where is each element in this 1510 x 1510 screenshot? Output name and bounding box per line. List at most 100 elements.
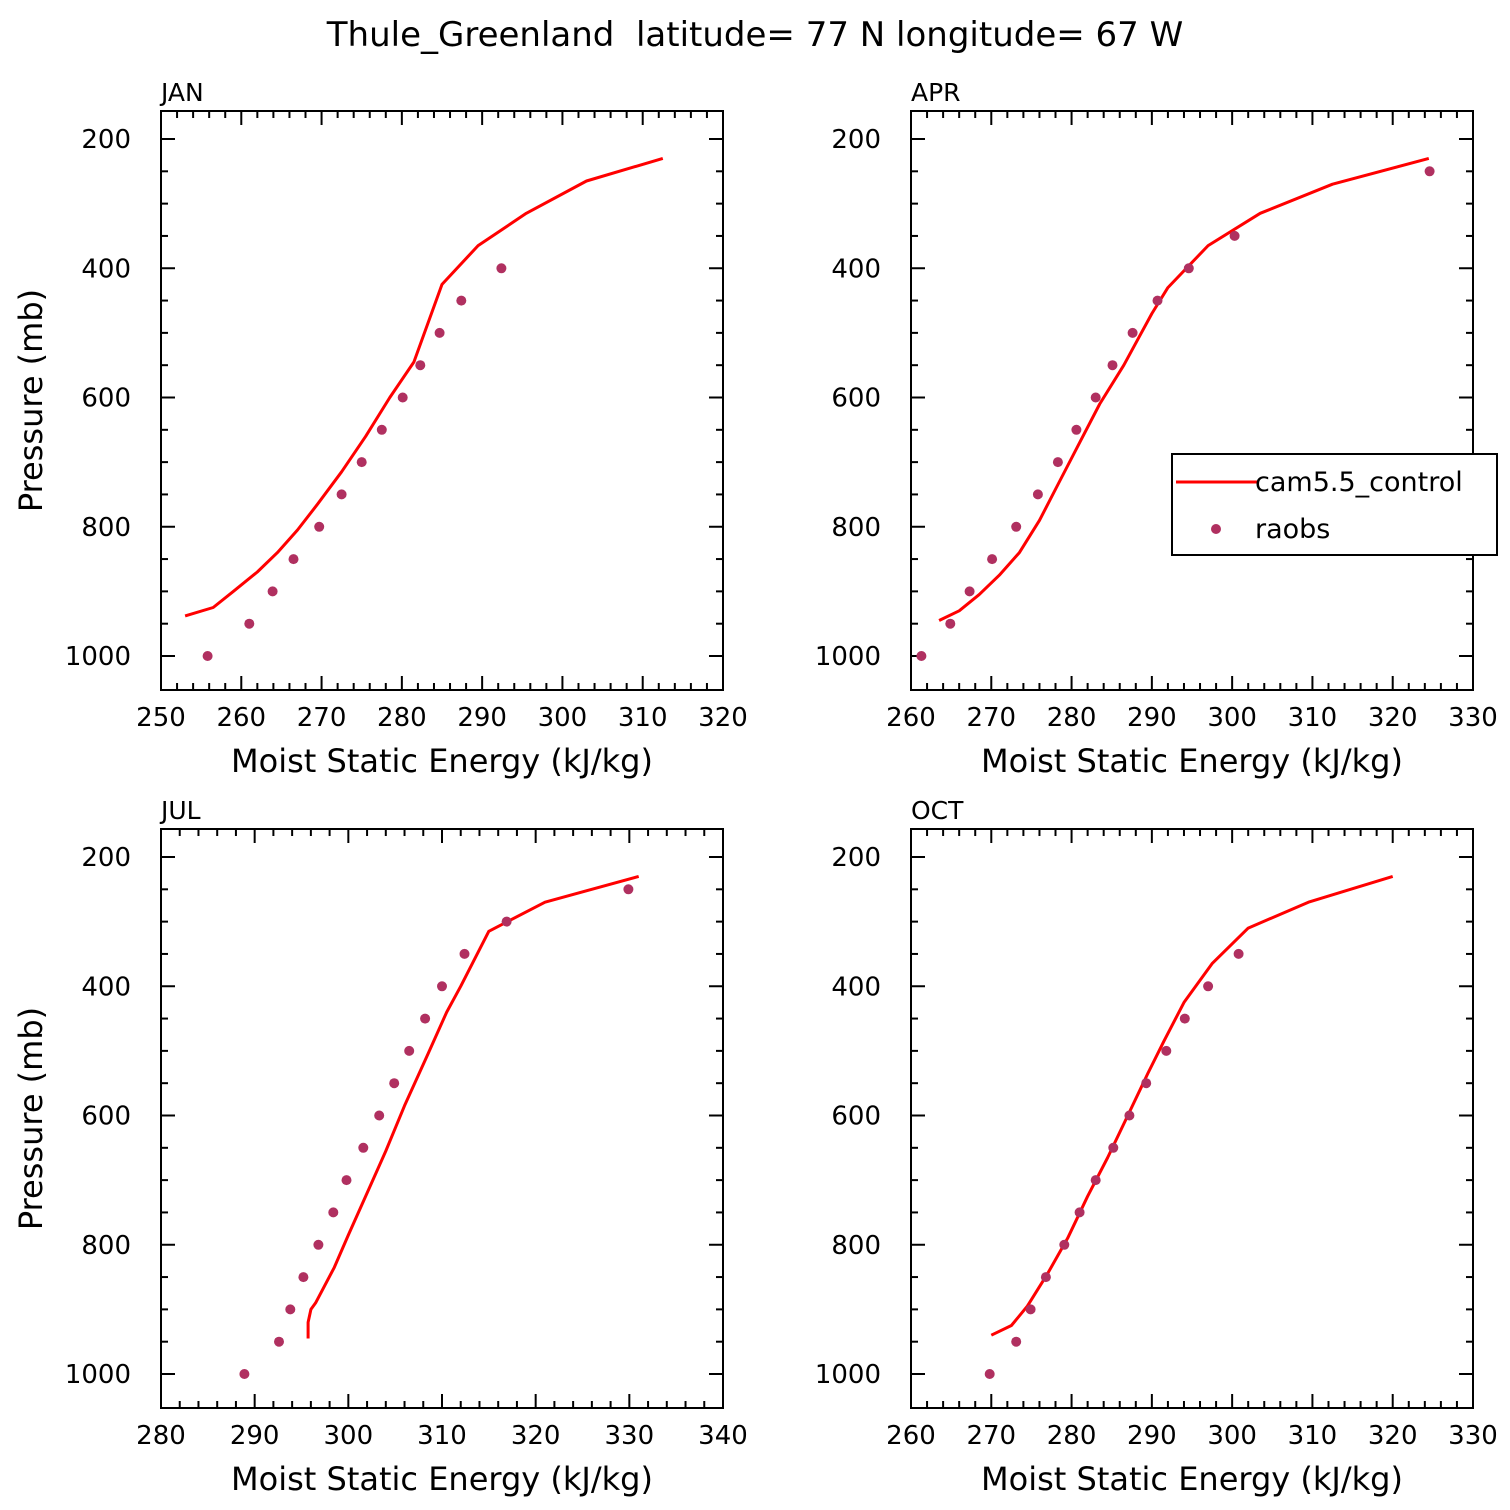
y-tick-label: 200 bbox=[81, 125, 131, 155]
raobs-point-apr bbox=[1424, 166, 1435, 177]
raobs-point-oct bbox=[1090, 1175, 1101, 1186]
y-tick-label: 1000 bbox=[815, 642, 881, 672]
x-tick-label: 320 bbox=[1368, 703, 1418, 733]
x-tick-label: 280 bbox=[377, 703, 427, 733]
x-tick-label: 260 bbox=[886, 703, 936, 733]
panel-apr: APR 260 270 280 290 300 310 320 330 200 400 600 800 1… bbox=[815, 78, 1498, 780]
x-tick-label: 290 bbox=[1127, 1421, 1177, 1451]
y-tick-label: 600 bbox=[831, 1102, 881, 1132]
x-tick-label: 330 bbox=[1448, 703, 1498, 733]
panel-label-apr: APR bbox=[911, 78, 961, 107]
y-tick-label: 800 bbox=[81, 1231, 131, 1261]
y-axis-label-jan: Pressure (mb) bbox=[12, 289, 50, 512]
x-tick-label: 290 bbox=[1127, 703, 1177, 733]
x-tick-label: 310 bbox=[1288, 703, 1338, 733]
y-axis-label-jul: Pressure (mb) bbox=[12, 1007, 50, 1230]
x-axis-label-apr: Moist Static Energy (kJ/kg) bbox=[981, 742, 1403, 780]
raobs-point-jul bbox=[459, 948, 470, 959]
y-tick-label: 600 bbox=[81, 384, 131, 414]
model-line-jan bbox=[184, 156, 664, 618]
y-tick-label: 1000 bbox=[65, 642, 131, 672]
x-tick-label: 290 bbox=[457, 703, 507, 733]
y-tick-label: 400 bbox=[831, 972, 881, 1002]
raobs-point-apr bbox=[916, 651, 927, 661]
raobs-point-jan bbox=[244, 618, 255, 629]
raobs-point-apr bbox=[1090, 392, 1101, 403]
model-line-apr bbox=[938, 156, 1430, 622]
raobs-point-jul bbox=[313, 1239, 324, 1250]
y-tick-label: 600 bbox=[831, 384, 881, 414]
raobs-point-oct bbox=[1179, 1013, 1190, 1024]
x-tick-label: 280 bbox=[1047, 703, 1097, 733]
raobs-point-oct bbox=[1011, 1336, 1022, 1347]
panel-jul: JUL 280 290 300 310 320 330 340 200 400 600 800 1000… bbox=[12, 796, 748, 1498]
model-line-jul bbox=[306, 874, 640, 1339]
panel-jan: JAN 250 260 270 280 290 300 310 320 200 400 600 800 1… bbox=[12, 78, 748, 780]
raobs-point-apr bbox=[1032, 489, 1043, 500]
y-tick-label: 800 bbox=[831, 513, 881, 543]
x-tick-label: 330 bbox=[1448, 1421, 1498, 1451]
x-tick-label: 310 bbox=[618, 703, 668, 733]
panel-label-jul: JUL bbox=[159, 796, 201, 825]
x-tick-label: 270 bbox=[297, 703, 347, 733]
raobs-point-oct bbox=[1074, 1207, 1085, 1218]
raobs-point-apr bbox=[1052, 457, 1063, 468]
x-tick-label: 320 bbox=[1368, 1421, 1418, 1451]
raobs-point-jan bbox=[336, 489, 347, 500]
x-tick-label: 310 bbox=[1288, 1421, 1338, 1451]
x-tick-label: 270 bbox=[966, 703, 1016, 733]
x-tick-label: 300 bbox=[1207, 703, 1257, 733]
y-tick-label: 400 bbox=[81, 254, 131, 284]
x-tick-label: 270 bbox=[966, 1421, 1016, 1451]
x-tick-label: 280 bbox=[136, 1421, 186, 1451]
raobs-point-oct bbox=[984, 1369, 995, 1379]
raobs-point-apr bbox=[1183, 263, 1194, 274]
x-tick-label: 320 bbox=[698, 703, 748, 733]
y-tick-label: 400 bbox=[831, 254, 881, 284]
raobs-point-jan bbox=[456, 295, 467, 306]
raobs-point-oct bbox=[1203, 981, 1214, 992]
panel-oct: OCT 260 270 280 290 300 310 320 330 200 400 600 800 1… bbox=[815, 796, 1498, 1498]
raobs-point-apr bbox=[1152, 295, 1163, 306]
chart-panels: JAN 250 260 270 280 290 300 310 320 200 400 600 800 1… bbox=[12, 78, 1498, 1498]
raobs-point-jul bbox=[358, 1142, 369, 1153]
raobs-point-jul bbox=[328, 1207, 339, 1218]
legend-entry-obs: raobs bbox=[1255, 514, 1330, 545]
raobs-point-apr bbox=[1011, 521, 1022, 532]
y-tick-label: 400 bbox=[81, 972, 131, 1002]
raobs-point-jul bbox=[389, 1078, 400, 1089]
raobs-point-jan bbox=[314, 521, 325, 532]
y-tick-label: 1000 bbox=[65, 1360, 131, 1390]
raobs-point-jul bbox=[437, 981, 447, 992]
x-tick-label: 340 bbox=[698, 1421, 748, 1451]
raobs-point-oct bbox=[1025, 1304, 1036, 1315]
panel-label-jan: JAN bbox=[159, 78, 204, 107]
legend: cam5.5_control raobs bbox=[1171, 453, 1498, 556]
panel-frame-jan bbox=[160, 110, 724, 691]
raobs-point-jul bbox=[274, 1336, 284, 1347]
raobs-point-apr bbox=[1071, 424, 1082, 435]
y-tick-label: 600 bbox=[81, 1102, 131, 1132]
raobs-point-jan bbox=[288, 554, 299, 565]
raobs-point-jul bbox=[404, 1045, 415, 1056]
raobs-point-jul bbox=[374, 1110, 385, 1121]
x-tick-label: 280 bbox=[1047, 1421, 1097, 1451]
panel-frame-apr bbox=[910, 110, 1474, 691]
panel-label-oct: OCT bbox=[911, 796, 964, 825]
y-tick-label: 200 bbox=[831, 843, 881, 873]
x-tick-label: 300 bbox=[1207, 1421, 1257, 1451]
raobs-point-jul bbox=[298, 1272, 309, 1283]
x-tick-label: 330 bbox=[605, 1421, 655, 1451]
legend-box bbox=[1171, 453, 1498, 556]
raobs-point-apr bbox=[945, 618, 956, 629]
y-tick-label: 200 bbox=[81, 843, 131, 873]
x-tick-label: 300 bbox=[324, 1421, 374, 1451]
legend-entry-model: cam5.5_control bbox=[1255, 467, 1463, 498]
raobs-point-jan bbox=[397, 392, 408, 403]
raobs-point-oct bbox=[1108, 1142, 1119, 1153]
y-tick-label: 800 bbox=[81, 513, 131, 543]
raobs-point-jan bbox=[434, 327, 445, 338]
legend-marker-swatch bbox=[1211, 524, 1221, 534]
